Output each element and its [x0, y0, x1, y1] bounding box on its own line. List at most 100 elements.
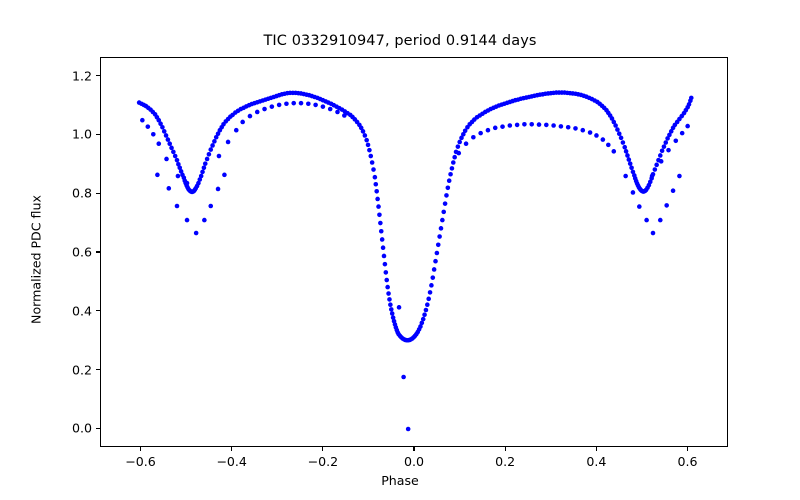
data-point	[208, 203, 214, 209]
data-point	[184, 217, 190, 223]
x-tick-label: −0.4	[216, 454, 247, 469]
data-point	[657, 217, 663, 223]
data-point	[622, 144, 628, 150]
data-point	[665, 136, 670, 141]
x-tick-label: 0.0	[403, 454, 425, 469]
data-point	[215, 186, 221, 192]
data-point	[200, 169, 205, 175]
data-point	[573, 126, 578, 131]
data-point	[174, 157, 180, 163]
data-point	[378, 220, 383, 226]
data-point	[615, 127, 620, 132]
data-point	[529, 122, 535, 127]
data-point	[630, 190, 636, 195]
data-point	[196, 180, 201, 186]
x-tick-label: 0.2	[495, 454, 516, 469]
data-point	[441, 209, 447, 215]
data-point	[380, 245, 386, 251]
data-point	[500, 124, 505, 129]
data-point	[151, 132, 156, 137]
data-point	[536, 122, 542, 127]
data-point	[371, 167, 376, 172]
data-point	[558, 124, 564, 129]
data-point	[449, 166, 455, 171]
data-point	[313, 102, 318, 108]
data-point	[677, 173, 682, 179]
data-point	[405, 426, 411, 432]
data-point	[269, 104, 275, 109]
data-point	[382, 261, 388, 267]
data-point	[448, 171, 453, 177]
data-point	[156, 141, 162, 146]
data-point	[378, 228, 384, 234]
data-point	[630, 169, 636, 175]
data-point	[427, 290, 433, 295]
y-tick-label: 0.4	[71, 303, 92, 319]
y-tick-mark	[96, 133, 100, 136]
data-point	[438, 226, 444, 231]
x-tick-label: 0.4	[586, 454, 607, 469]
x-tick-mark	[413, 447, 415, 451]
y-tick-label: 0.8	[71, 185, 92, 201]
data-point	[459, 135, 464, 141]
data-point	[167, 141, 173, 146]
data-point	[184, 180, 190, 186]
data-point	[364, 137, 369, 143]
data-point	[158, 121, 163, 127]
data-point	[383, 270, 389, 275]
data-point	[177, 165, 183, 171]
data-point	[618, 135, 624, 141]
data-point	[373, 181, 379, 187]
data-point	[679, 130, 685, 136]
x-axis-label: Phase	[381, 473, 419, 488]
data-point	[175, 173, 181, 179]
data-point	[623, 149, 629, 154]
data-point	[327, 106, 333, 112]
data-point	[178, 169, 184, 174]
chart-title: TIC 0332910947, period 0.9144 days	[263, 33, 537, 49]
data-point	[522, 122, 527, 127]
data-point	[206, 151, 212, 157]
data-point	[664, 203, 669, 208]
y-tick-mark	[96, 310, 100, 312]
data-point	[284, 101, 289, 107]
data-point	[657, 153, 663, 158]
x-tick-mark	[687, 447, 689, 451]
data-point	[507, 123, 513, 128]
data-point	[375, 196, 380, 202]
y-tick-mark	[96, 75, 100, 77]
x-tick-mark	[139, 447, 141, 451]
data-point	[360, 129, 366, 134]
x-tick-mark	[231, 447, 233, 451]
data-point	[169, 145, 174, 151]
data-point	[485, 127, 491, 133]
data-point	[658, 159, 664, 164]
y-tick-label: 0.2	[71, 362, 92, 378]
data-point	[627, 161, 633, 166]
data-point	[666, 147, 671, 153]
data-point	[140, 117, 145, 123]
y-tick-label: 1.0	[71, 126, 92, 142]
data-point	[160, 124, 165, 130]
data-point	[492, 125, 498, 131]
data-point	[462, 128, 468, 134]
data-point	[240, 119, 245, 125]
data-point	[471, 134, 476, 140]
data-point	[433, 258, 438, 264]
data-point	[606, 142, 611, 148]
x-tick-label: −0.6	[125, 454, 156, 469]
data-point	[379, 237, 385, 242]
data-point	[419, 320, 425, 326]
data-point	[155, 172, 160, 178]
y-tick-label: 0.6	[71, 244, 92, 260]
data-point	[446, 178, 452, 184]
data-point	[386, 291, 391, 296]
data-point	[387, 297, 392, 302]
data-point	[609, 116, 615, 121]
data-point	[171, 149, 176, 155]
data-point	[661, 144, 667, 149]
data-point	[685, 123, 690, 129]
x-tick-mark	[595, 447, 597, 451]
data-point	[210, 143, 215, 148]
data-point	[213, 134, 219, 140]
